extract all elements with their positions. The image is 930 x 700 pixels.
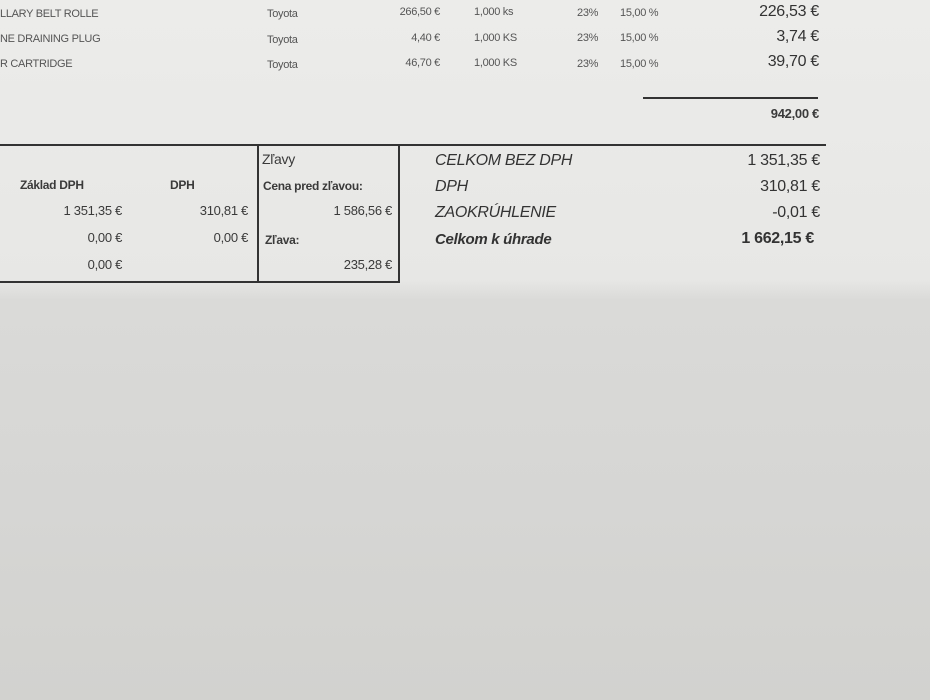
discount-box-left-border [257,144,259,282]
total-value: 1 351,35 € [747,152,820,169]
vat-value: 310,81 € [199,203,249,218]
item-vat: 23% [577,7,599,19]
discount-box-right-border [398,144,400,282]
item-discount: 15,00 % [620,58,659,70]
item-quantity: 1,000 KS [474,32,517,44]
price-before-value: 1 586,56 € [333,203,393,218]
item-description: NE DRAINING PLUG [0,33,101,45]
summary-bottom-border [0,281,400,283]
item-total: 39,70 € [767,53,820,70]
grand-total-label: Celkom k úhrade [435,231,552,248]
item-quantity: 1,000 KS [474,57,517,69]
item-brand: Toyota [267,34,298,46]
item-unit-price: 266,50 € [399,6,441,18]
vat-base-value: 1 351,35 € [63,203,123,218]
vat-base-value: 0,00 € [87,230,123,245]
total-label: DPH [435,178,468,195]
vat-header: DPH [170,178,195,192]
item-unit-price: 4,40 € [411,32,440,44]
item-total: 226,53 € [759,3,819,20]
total-label: ZAOKRÚHLENIE [435,204,556,221]
item-brand: Toyota [267,8,298,20]
subtotal-divider [643,97,818,99]
discount-label: Zľava: [265,233,300,247]
subtotal: 942,00 € [770,106,820,121]
vat-base-header: Základ DPH [20,178,84,192]
item-total: 3,74 € [776,28,819,45]
total-value: 310,81 € [760,178,820,195]
item-quantity: 1,000 ks [474,6,514,18]
item-brand: Toyota [267,59,298,71]
discounts-title: Zľavy [262,151,295,167]
item-unit-price: 46,70 € [405,57,440,69]
vat-value: 0,00 € [213,230,249,245]
item-vat: 23% [577,58,599,70]
grand-total-value: 1 662,15 € [741,230,814,247]
vat-base-value: 0,00 € [87,257,123,272]
item-discount: 15,00 % [620,32,659,44]
total-value: -0,01 € [772,204,820,221]
discount-value: 235,28 € [343,257,393,272]
total-label: CELKOM BEZ DPH [435,152,573,169]
summary-top-border [0,144,826,146]
item-description: LLARY BELT ROLLE [0,8,99,20]
item-description: R CARTRIDGE [0,58,73,70]
item-vat: 23% [577,32,599,44]
item-discount: 15,00 % [620,7,659,19]
price-before-label: Cena pred zľavou: [263,179,363,193]
